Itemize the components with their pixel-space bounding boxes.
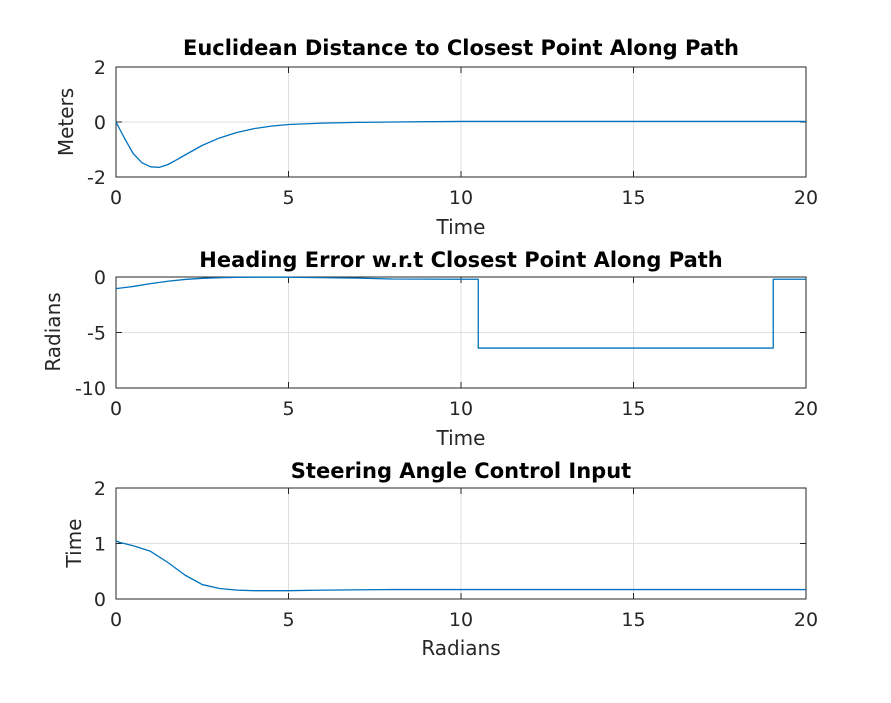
steering-x-tick-label: 5 <box>282 609 294 631</box>
steering-x-tick-label: 0 <box>110 609 122 631</box>
heading-y-tick-label: -10 <box>75 378 106 400</box>
steering-subplot: Steering Angle Control Input Time Radian… <box>62 459 818 660</box>
distance-x-tick-label: 0 <box>110 187 122 209</box>
heading-x-tick-label: 0 <box>110 398 122 420</box>
steering-series-line <box>115 540 806 592</box>
heading-plot-title: Heading Error w.r.t Closest Point Along … <box>199 248 723 272</box>
heading-axes-border <box>115 276 807 389</box>
distance-plot-ylabel: Meters <box>54 88 78 156</box>
heading-x-tick-label: 20 <box>794 398 818 420</box>
heading-error-subplot: Heading Error w.r.t Closest Point Along … <box>41 248 818 450</box>
steering-plot-xlabel: Radians <box>421 636 500 660</box>
steering-y-tick-label: 1 <box>94 534 106 556</box>
distance-y-tick-label: 0 <box>94 112 106 134</box>
steering-y-tick-label: 0 <box>94 589 106 611</box>
heading-series-line <box>115 276 806 349</box>
heading-x-tick-label: 10 <box>449 398 473 420</box>
steering-plot-title: Steering Angle Control Input <box>291 459 631 483</box>
heading-x-tick-label: 5 <box>282 398 294 420</box>
distance-x-tick-label: 10 <box>449 187 473 209</box>
steering-x-tick-label: 15 <box>621 609 645 631</box>
steering-x-tick-label: 20 <box>794 609 818 631</box>
distance-series-line <box>115 120 806 169</box>
heading-plot-ylabel: Radians <box>41 292 65 371</box>
distance-x-tick-label: 20 <box>794 187 818 209</box>
distance-y-tick-label: 2 <box>94 57 106 79</box>
steering-plot-ylabel: Time <box>62 519 86 569</box>
distance-x-tick-label: 15 <box>621 187 645 209</box>
steering-x-tick-label: 10 <box>449 609 473 631</box>
distance-x-tick-label: 5 <box>282 187 294 209</box>
heading-y-tick-label: 0 <box>94 267 106 289</box>
distance-y-tick-label: -2 <box>87 167 106 189</box>
heading-y-tick-label: -5 <box>87 323 106 345</box>
distance-subplot: Euclidean Distance to Closest Point Alon… <box>54 36 818 239</box>
steering-axes-border <box>115 487 807 600</box>
heading-plot-xlabel: Time <box>436 426 486 450</box>
distance-plot-xlabel: Time <box>436 215 486 239</box>
heading-x-tick-label: 15 <box>621 398 645 420</box>
steering-y-tick-label: 2 <box>94 478 106 500</box>
distance-plot-title: Euclidean Distance to Closest Point Alon… <box>183 36 739 60</box>
